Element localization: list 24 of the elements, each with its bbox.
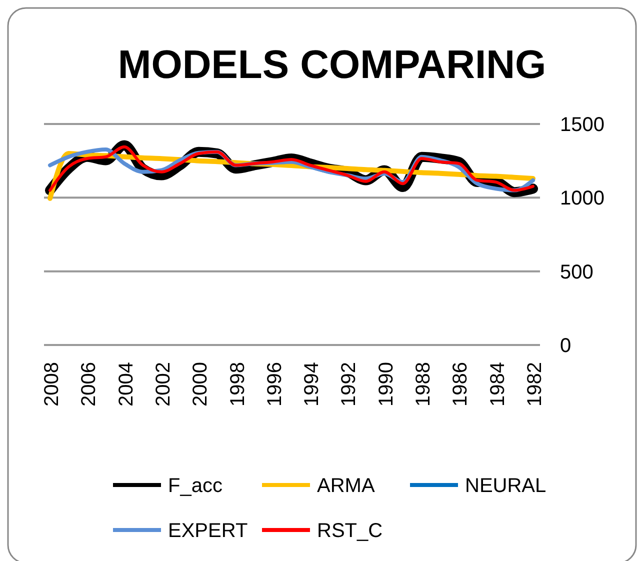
x-tick-label: 1988 bbox=[412, 362, 435, 406]
x-tick-label: 1990 bbox=[375, 362, 398, 406]
x-tick-label: 1986 bbox=[450, 362, 472, 406]
x-tick-label: 1994 bbox=[301, 362, 324, 406]
x-tick-label: 2006 bbox=[78, 362, 100, 406]
x-tick-label: 2000 bbox=[190, 362, 212, 406]
y-tick-label: 500 bbox=[560, 261, 594, 284]
x-tick-label: 1996 bbox=[264, 362, 286, 406]
y-tick-label: 0 bbox=[560, 335, 572, 357]
legend-label: RST_C bbox=[317, 520, 383, 542]
x-tick-label: 1992 bbox=[338, 362, 360, 406]
x-tick-label: 1998 bbox=[226, 362, 249, 406]
x-tick-label: 1984 bbox=[486, 362, 509, 406]
x-tick-label: 2002 bbox=[152, 362, 174, 406]
chart-title: MODELS COMPARING bbox=[118, 43, 546, 87]
x-tick-label: 2004 bbox=[115, 362, 138, 406]
x-tick-label: 2008 bbox=[41, 362, 63, 406]
legend-label: ARMA bbox=[317, 475, 376, 497]
legend-label: NEURAL bbox=[465, 475, 546, 497]
legend-label: EXPERT bbox=[168, 520, 248, 542]
y-tick-label: 1000 bbox=[560, 188, 604, 210]
y-tick-label: 1500 bbox=[560, 114, 604, 136]
x-tick-label: 1982 bbox=[524, 362, 546, 406]
legend-label: F_acc bbox=[168, 475, 222, 497]
